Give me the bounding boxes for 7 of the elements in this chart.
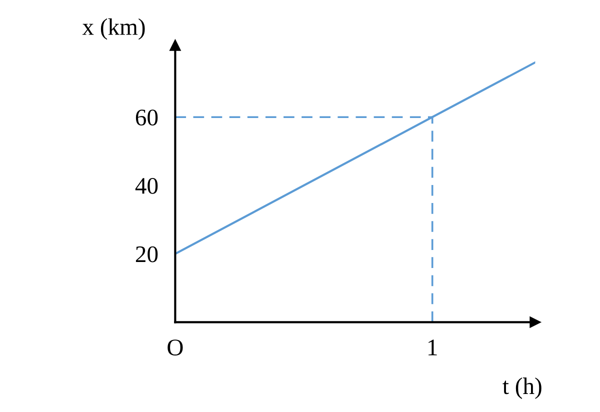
x-axis-title: t (h) [502, 378, 542, 399]
y-axis-title: x (km) [82, 18, 145, 40]
y-tick-label: 20 [136, 246, 158, 262]
y-tick-label: 60 [136, 110, 158, 126]
x-tick-label: 1 [428, 340, 437, 356]
x-tick-label: O [168, 340, 183, 356]
y-tick-label: 40 [135, 178, 158, 194]
